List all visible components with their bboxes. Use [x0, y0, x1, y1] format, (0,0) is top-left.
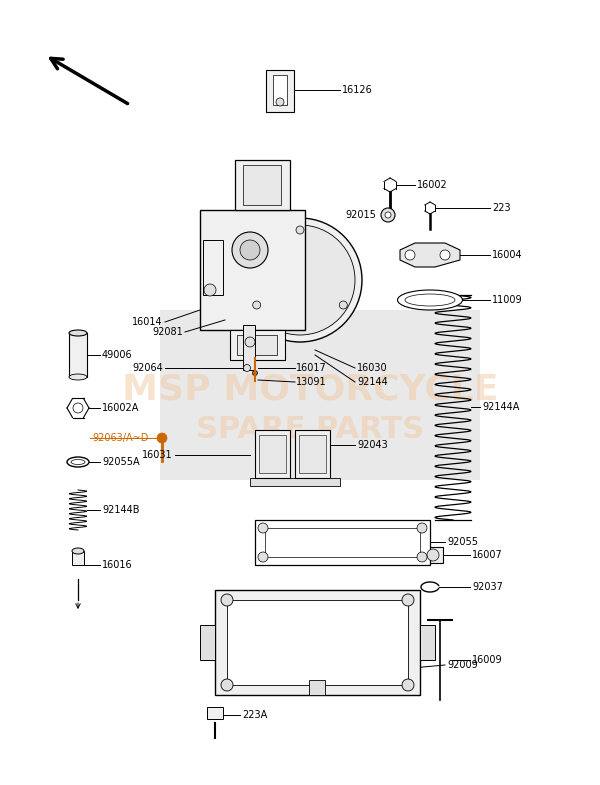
Text: 92055A: 92055A	[102, 457, 140, 467]
Text: 92063/A~D: 92063/A~D	[92, 433, 148, 443]
Text: 92064: 92064	[132, 363, 163, 373]
Bar	[259, 435, 286, 473]
Bar	[243, 165, 281, 205]
Polygon shape	[400, 243, 460, 267]
Text: 13091: 13091	[296, 377, 326, 387]
Bar	[255, 520, 430, 565]
Text: 16016: 16016	[102, 560, 133, 570]
Text: 92144: 92144	[357, 377, 388, 387]
Text: 16002A: 16002A	[102, 403, 139, 413]
Text: 223A: 223A	[242, 710, 267, 720]
Circle shape	[244, 364, 251, 371]
Text: SPARE PARTS: SPARE PARTS	[196, 415, 424, 444]
Bar	[200, 210, 305, 330]
Circle shape	[232, 232, 268, 268]
Text: MSP MOTORCYCLE: MSP MOTORCYCLE	[122, 373, 498, 407]
Bar	[255, 430, 290, 478]
Circle shape	[402, 594, 414, 606]
Circle shape	[402, 679, 414, 691]
Circle shape	[276, 98, 284, 106]
Bar	[227, 600, 408, 685]
Text: 223: 223	[492, 203, 511, 213]
Ellipse shape	[398, 290, 463, 310]
Text: 16002: 16002	[417, 180, 448, 190]
Circle shape	[238, 218, 362, 342]
Circle shape	[240, 240, 260, 260]
Circle shape	[245, 225, 355, 335]
Ellipse shape	[69, 330, 87, 336]
Bar	[160, 310, 480, 480]
Bar	[207, 707, 223, 719]
Circle shape	[440, 250, 450, 260]
Bar	[299, 435, 326, 473]
Bar	[203, 240, 223, 295]
Circle shape	[417, 523, 427, 533]
Bar	[69, 333, 87, 377]
Ellipse shape	[67, 457, 89, 467]
Text: 16009: 16009	[472, 655, 503, 665]
Bar	[237, 335, 277, 355]
Bar	[200, 625, 215, 660]
Circle shape	[221, 594, 233, 606]
Bar	[273, 75, 287, 105]
Circle shape	[381, 208, 395, 222]
Circle shape	[245, 337, 255, 347]
Text: 16031: 16031	[142, 450, 173, 460]
Bar	[235, 160, 290, 210]
Circle shape	[405, 250, 415, 260]
Text: 92144B: 92144B	[102, 505, 139, 515]
Text: 92081: 92081	[152, 327, 183, 337]
Bar	[309, 680, 325, 695]
Text: 11009: 11009	[492, 295, 523, 305]
Text: 16014: 16014	[133, 317, 163, 327]
Text: 16030: 16030	[357, 363, 388, 373]
Text: 16126: 16126	[342, 85, 373, 95]
Bar	[215, 590, 420, 695]
Text: 16004: 16004	[492, 250, 523, 260]
Ellipse shape	[405, 294, 455, 306]
Text: 92009: 92009	[447, 660, 478, 670]
Bar	[423, 547, 443, 563]
Circle shape	[385, 212, 391, 218]
Text: 92144A: 92144A	[482, 402, 520, 412]
Circle shape	[157, 433, 167, 443]
Bar	[420, 625, 435, 660]
Circle shape	[258, 523, 268, 533]
Ellipse shape	[72, 548, 84, 554]
Text: 16017: 16017	[296, 363, 327, 373]
Circle shape	[204, 284, 216, 296]
Circle shape	[340, 301, 347, 309]
Text: 92055: 92055	[447, 537, 478, 547]
Bar	[243, 325, 255, 370]
Text: 92015: 92015	[345, 210, 376, 220]
Bar	[250, 478, 340, 486]
Text: 49006: 49006	[102, 350, 133, 360]
Circle shape	[253, 371, 257, 375]
Bar	[72, 551, 84, 565]
Circle shape	[253, 301, 260, 309]
Circle shape	[258, 552, 268, 562]
Ellipse shape	[71, 459, 85, 465]
Bar	[265, 528, 420, 557]
Circle shape	[417, 552, 427, 562]
Bar	[266, 70, 294, 112]
Bar	[295, 430, 330, 478]
Circle shape	[221, 679, 233, 691]
Text: 92037: 92037	[472, 582, 503, 592]
Circle shape	[296, 226, 304, 234]
Ellipse shape	[69, 374, 87, 380]
Text: 92043: 92043	[357, 440, 388, 450]
Bar	[230, 330, 285, 360]
Circle shape	[73, 403, 83, 413]
Text: 16007: 16007	[472, 550, 503, 560]
Circle shape	[427, 549, 439, 561]
